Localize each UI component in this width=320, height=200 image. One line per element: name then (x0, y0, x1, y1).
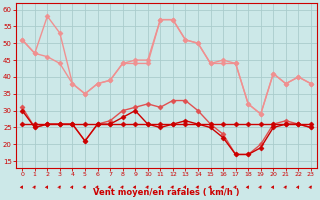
X-axis label: Vent moyen/en rafales ( km/h ): Vent moyen/en rafales ( km/h ) (93, 188, 240, 197)
